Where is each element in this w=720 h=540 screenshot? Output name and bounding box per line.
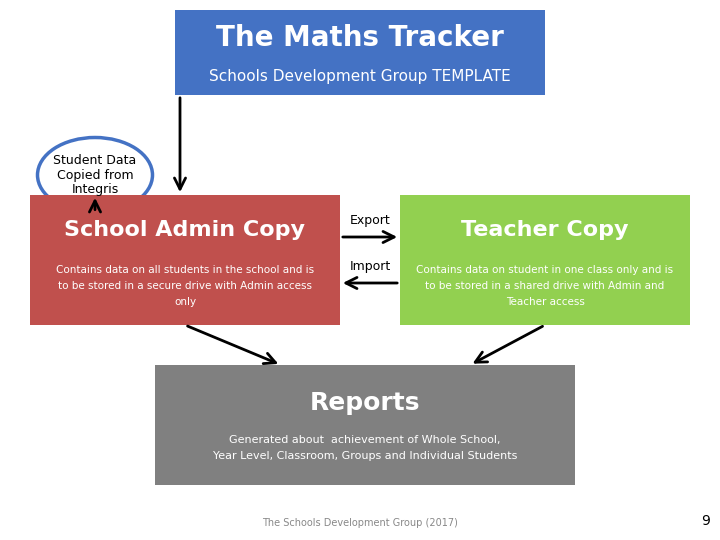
- Text: 9: 9: [701, 514, 710, 528]
- Text: only: only: [174, 297, 196, 307]
- Text: Contains data on all students in the school and is: Contains data on all students in the sch…: [56, 265, 314, 275]
- Text: School Admin Copy: School Admin Copy: [65, 220, 305, 240]
- FancyBboxPatch shape: [400, 195, 690, 325]
- Text: Contains data on student in one class only and is: Contains data on student in one class on…: [416, 265, 674, 275]
- Text: Generated about  achievement of Whole School,: Generated about achievement of Whole Sch…: [229, 435, 500, 445]
- Text: The Schools Development Group (2017): The Schools Development Group (2017): [262, 518, 458, 528]
- FancyBboxPatch shape: [30, 195, 340, 325]
- Text: Export: Export: [350, 214, 390, 227]
- FancyBboxPatch shape: [175, 10, 545, 95]
- FancyBboxPatch shape: [155, 365, 575, 485]
- Text: Year Level, Classroom, Groups and Individual Students: Year Level, Classroom, Groups and Indivi…: [213, 451, 517, 461]
- Text: Schools Development Group TEMPLATE: Schools Development Group TEMPLATE: [209, 70, 511, 84]
- Text: Teacher Copy: Teacher Copy: [462, 220, 629, 240]
- Text: Reports: Reports: [310, 391, 420, 415]
- Text: Student Data
Copied from
Integris: Student Data Copied from Integris: [53, 153, 137, 197]
- Text: to be stored in a shared drive with Admin and: to be stored in a shared drive with Admi…: [426, 281, 665, 291]
- Text: Teacher access: Teacher access: [505, 297, 585, 307]
- Text: to be stored in a secure drive with Admin access: to be stored in a secure drive with Admi…: [58, 281, 312, 291]
- Text: Import: Import: [349, 260, 391, 273]
- Text: The Maths Tracker: The Maths Tracker: [216, 24, 504, 52]
- Ellipse shape: [37, 138, 153, 213]
